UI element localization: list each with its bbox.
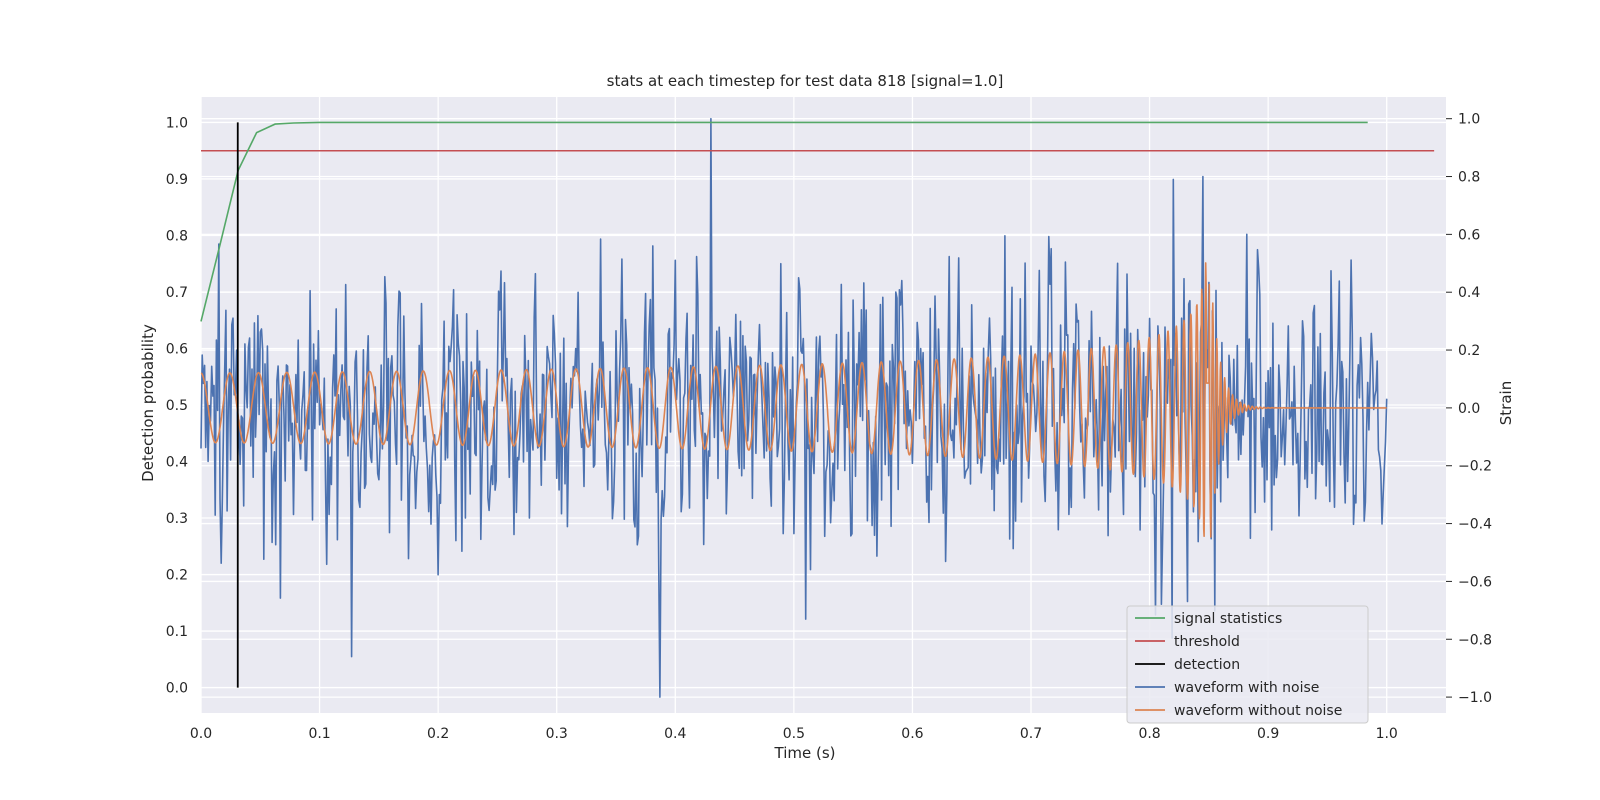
legend-threshold-label: threshold: [1174, 634, 1240, 650]
legend-box: [1126, 605, 1369, 724]
y2-tick-label: 1.0: [1458, 112, 1480, 128]
y-tick-label: 1.0: [166, 115, 188, 131]
y2-tick-label: −0.8: [1458, 632, 1492, 648]
x-tick-label: 0.6: [901, 726, 923, 742]
y2-tick-label: −0.6: [1458, 574, 1492, 590]
x-tick-label: 0.3: [546, 726, 568, 742]
y-tick-label: 0.5: [166, 398, 188, 414]
legend-waveform-with-noise-label: waveform with noise: [1174, 680, 1319, 696]
y-tick-label: 0.9: [166, 172, 188, 188]
x-tick-label: 0.2: [427, 726, 449, 742]
x-tick-label: 0.4: [664, 726, 686, 742]
tick-labels: 0.0 0.1 0.2 0.3 0.4 0.5 0.6 0.7 0.8 0.9 1.0 0.0 0.1 0…: [166, 112, 1492, 742]
y2-tick-label: 0.6: [1458, 227, 1480, 243]
chart-title: stats at each timestep for test data 818…: [607, 72, 1004, 90]
x-tick-label: 0.7: [1020, 726, 1042, 742]
y-tick-label: 0.2: [166, 568, 188, 584]
y2-tick-label: 0.4: [1458, 285, 1480, 301]
y-tick-label: 0.1: [166, 624, 188, 640]
plot-area: [200, 97, 1446, 713]
y2-tick-label: −0.4: [1458, 517, 1492, 533]
y-tick-label: 0.4: [166, 455, 188, 471]
x-axis-label: Time (s): [774, 744, 836, 762]
x-tick-label: 0.9: [1257, 726, 1279, 742]
x-tick-label: 0.5: [783, 726, 805, 742]
y2-axis-label: Strain: [1497, 381, 1515, 425]
waveform-with-noise-line: [200, 117, 1388, 698]
legend-detection-label: detection: [1174, 657, 1240, 673]
y2-tick-label: 0.8: [1458, 170, 1480, 186]
legend-waveform-without-noise-label: waveform without noise: [1174, 703, 1342, 719]
x-tick-label: 1.0: [1376, 726, 1398, 742]
y-tick-label: 0.3: [166, 511, 188, 527]
x-tick-label: 0.1: [308, 726, 330, 742]
legend: signal statistics threshold detection wavef…: [1126, 605, 1369, 724]
y-tick-label: 0.6: [166, 341, 188, 357]
y2-tick-label: −0.2: [1458, 459, 1492, 475]
signal-statistics-line: [200, 121, 1368, 322]
y2-tick-label: −1.0: [1458, 690, 1492, 706]
x-tick-label: 0.8: [1138, 726, 1160, 742]
y-tick-label: 0.8: [166, 228, 188, 244]
y-tick-label: 0.7: [166, 285, 188, 301]
x-tick-label: 0.0: [190, 726, 212, 742]
waveform-without-noise-line: [200, 262, 1388, 538]
y-axis-label: Detection probability: [139, 324, 157, 482]
y2-tick-label: 0.0: [1458, 401, 1480, 417]
y2-tick-label: 0.2: [1458, 343, 1480, 359]
y-tick-label: 0.0: [166, 681, 188, 697]
legend-signal-statistics-label: signal statistics: [1174, 611, 1282, 627]
